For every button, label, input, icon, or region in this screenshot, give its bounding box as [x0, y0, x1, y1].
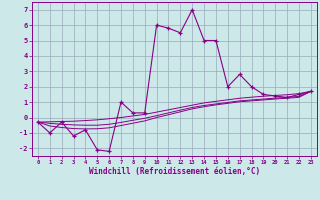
X-axis label: Windchill (Refroidissement éolien,°C): Windchill (Refroidissement éolien,°C) [89, 167, 260, 176]
